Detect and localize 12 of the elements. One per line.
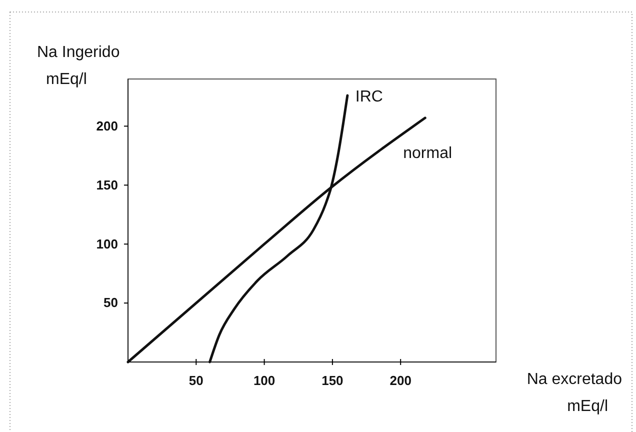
x-tick-label: 200 xyxy=(390,373,412,388)
x-tick-label: 150 xyxy=(322,373,344,388)
y-tick-label: 150 xyxy=(96,177,118,192)
x-tick-label: 50 xyxy=(188,373,204,388)
y-axis-title: Na Ingerido mEq/l xyxy=(37,44,120,88)
y-tick-label: 200 xyxy=(96,118,118,134)
x-tick-label: 100 xyxy=(253,373,276,388)
y-tick-label: 50 xyxy=(104,295,118,310)
y-tick-label: 100 xyxy=(96,236,118,252)
series-label: IRC xyxy=(355,88,383,106)
series-label: normal xyxy=(403,144,452,162)
x-axis-title: Na excretado mEq/l xyxy=(526,371,622,415)
